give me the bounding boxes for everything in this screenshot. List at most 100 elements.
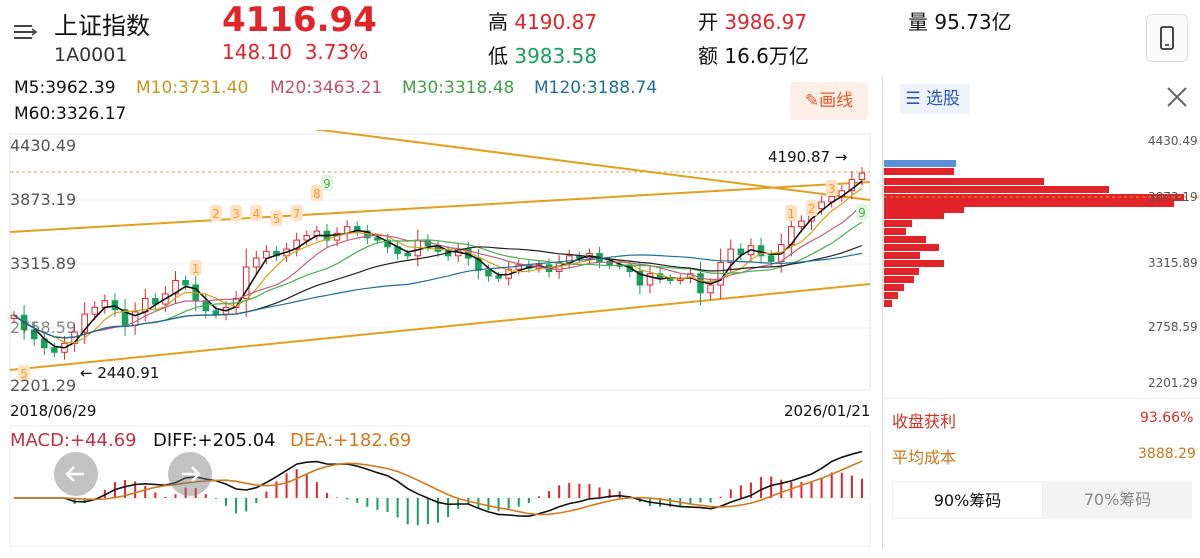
chip-bar <box>884 236 926 243</box>
close-icon[interactable] <box>1164 84 1190 110</box>
open-label: 开 <box>698 10 718 34</box>
chip-bar <box>884 200 1174 207</box>
candle <box>606 260 613 266</box>
y-tick-1: 4430.49 <box>10 136 77 155</box>
candle <box>51 347 58 353</box>
count-marker-label: 1 <box>788 207 796 221</box>
candle <box>767 255 775 262</box>
macd-chart <box>9 425 871 547</box>
stock-pick-button[interactable]: ☰ 选股 <box>900 84 970 114</box>
amount-label: 额 <box>698 44 718 68</box>
candle <box>374 237 381 241</box>
draw-line-label: 画线 <box>819 91 854 111</box>
count-marker-label: 9 <box>323 177 331 191</box>
chip-bar <box>884 252 920 259</box>
candle <box>242 266 250 299</box>
high-value: 4190.87 <box>514 10 598 34</box>
count-marker-label: 5 <box>20 367 28 381</box>
index-title: 上证指数 <box>54 12 150 40</box>
count-marker <box>250 205 263 221</box>
count-marker <box>290 205 303 221</box>
count-marker <box>270 210 283 226</box>
amount-stat: 额 16.6万亿 <box>698 40 809 69</box>
count-marker-label: 1 <box>192 262 200 276</box>
panel-y-tick-5: 2201.29 <box>1148 376 1198 390</box>
prev-button[interactable] <box>54 452 98 496</box>
count-marker <box>825 180 838 196</box>
chip-bar <box>884 292 898 299</box>
open-value: 3986.97 <box>724 10 808 34</box>
ma10-line <box>13 187 863 344</box>
landscape-toggle-button[interactable] <box>1146 14 1188 62</box>
arrow-right-icon <box>182 466 201 482</box>
diff-value: DIFF:+205.04 <box>153 430 276 451</box>
stock-pick-label: 选股 <box>926 89 960 109</box>
index-code: 1A0001 <box>54 44 128 66</box>
candle <box>475 257 482 271</box>
candle <box>30 329 38 340</box>
next-button[interactable] <box>168 452 212 496</box>
chip-bar <box>884 212 944 219</box>
count-marker-label: 4 <box>252 207 260 221</box>
profit-label: 收盘获利 <box>892 412 957 431</box>
avg-cost-value: 3888.29 <box>1138 446 1196 462</box>
low-stat: 低 3983.58 <box>488 40 597 69</box>
ma5-line <box>13 180 863 349</box>
candle <box>131 311 139 326</box>
panel-y-tick-1: 4430.49 <box>1148 134 1198 148</box>
chip-bar <box>884 206 964 213</box>
draw-line-button[interactable]: ✎画线 <box>790 82 868 120</box>
chip-bar <box>884 220 912 227</box>
candle <box>707 284 714 294</box>
count-marker-label: 7 <box>293 207 301 221</box>
count-marker <box>209 205 222 221</box>
count-marker-label: 2 <box>212 207 220 221</box>
list-icon: ☰ <box>905 89 921 109</box>
chip-bar <box>884 168 954 175</box>
candle <box>697 273 704 294</box>
high-annotation: 4190.87 → <box>768 148 848 166</box>
panel-y-tick-2: 3873.19 <box>1148 190 1198 204</box>
candle <box>515 264 523 270</box>
chip-bar <box>884 300 892 307</box>
volume-stat: 量 95.73亿 <box>908 6 1012 35</box>
tab-90-chip[interactable]: 90%筹码 <box>892 481 1043 519</box>
candle <box>818 201 825 210</box>
count-marker <box>230 205 243 221</box>
chip-bar <box>884 160 956 167</box>
high-stat: 高 4190.87 <box>488 6 597 35</box>
pencil-icon: ✎ <box>804 91 820 111</box>
chip-bar <box>884 178 1044 185</box>
end-date: 2026/01/21 <box>784 402 871 420</box>
chip-bar <box>884 268 919 275</box>
menu-icon[interactable] <box>12 22 38 42</box>
low-label: 低 <box>488 44 508 68</box>
ma30-label: M30:3318.48 <box>402 78 515 98</box>
candle <box>798 220 805 228</box>
ma120-label: M120:3188.74 <box>534 78 658 98</box>
count-marker <box>189 260 202 276</box>
profit-value: 93.66% <box>1140 410 1194 426</box>
count-marker <box>320 175 333 191</box>
phone-icon <box>1160 26 1174 50</box>
macd-value: MACD:+44.69 <box>10 430 137 451</box>
chip-bar <box>884 244 939 251</box>
chip-bar <box>884 228 906 235</box>
count-marker <box>785 205 798 221</box>
tab-70-chip[interactable]: 70%筹码 <box>1043 481 1192 519</box>
low-value: 3983.58 <box>514 44 598 68</box>
open-stat: 开 3986.97 <box>698 6 807 35</box>
panel-divider <box>882 74 883 548</box>
ma20-label: M20:3463.21 <box>270 78 383 98</box>
count-marker <box>805 200 818 216</box>
count-marker <box>310 185 323 201</box>
price-change: 148.10 3.73% <box>222 40 368 64</box>
candle <box>182 279 189 286</box>
change-percent: 3.73% <box>304 40 369 64</box>
ma120-line <box>13 252 863 339</box>
candle <box>263 250 270 259</box>
candle <box>495 275 502 279</box>
count-marker-label: 9 <box>858 206 866 220</box>
ma5-label: M5:3962.39 <box>14 78 116 98</box>
